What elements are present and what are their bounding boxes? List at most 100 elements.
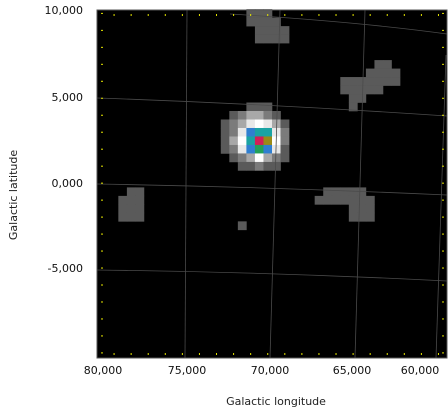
pixel-cell (254, 161, 264, 171)
source-small (237, 221, 247, 231)
pixel-cell (357, 212, 367, 222)
tick-mark (437, 353, 439, 355)
pixel-cell (254, 127, 264, 137)
pixel-cell (340, 195, 350, 205)
pixel-cell (254, 153, 264, 163)
pixel-cell (229, 119, 239, 129)
pixel-cell (348, 187, 358, 197)
grid-line-lon-75 (184, 9, 188, 359)
pixel-cell (374, 85, 384, 95)
tick-mark (101, 12, 103, 14)
source-left (118, 187, 145, 222)
pixel-cell (357, 204, 367, 214)
pixel-cells (118, 9, 401, 231)
tick-mark (101, 46, 103, 48)
tick-mark (164, 353, 166, 355)
tick-mark (216, 353, 218, 355)
y-tick-label: 0,000 (52, 177, 84, 190)
tick-mark (318, 14, 320, 16)
pixel-cell (237, 153, 247, 163)
tick-mark (198, 14, 200, 16)
tick-mark (101, 352, 103, 354)
pixel-cell (263, 119, 273, 129)
grid-line-lon-70 (269, 9, 281, 359)
pixel-cell (280, 153, 290, 163)
tick-mark (101, 250, 103, 252)
grid-line-lat-5 (96, 97, 448, 117)
plot-frame (96, 9, 448, 359)
pixel-cell (280, 119, 290, 129)
pixel-cell (237, 161, 247, 171)
pixel-cell (263, 153, 273, 163)
pixel-cell (357, 85, 367, 95)
tick-mark (318, 353, 320, 355)
tick-mark (284, 14, 286, 16)
x-tick-label: 80,000 (84, 364, 123, 377)
pixel-cell (365, 68, 375, 78)
tick-mark (101, 182, 103, 184)
pixel-cell (272, 26, 281, 35)
tick-mark (101, 284, 103, 286)
tick-mark (101, 63, 103, 65)
pixel-cell (246, 136, 256, 146)
pixel-cell (263, 161, 273, 171)
tick-mark (442, 352, 444, 354)
tick-mark (130, 14, 132, 16)
pixel-cell (272, 17, 281, 27)
pixel-cell (263, 111, 273, 120)
pixel-cell (348, 212, 358, 222)
pixel-cell (382, 68, 392, 78)
tick-mark (335, 353, 337, 355)
tick-mark (442, 131, 444, 133)
pixel-cell (391, 77, 401, 86)
tick-mark (352, 14, 354, 16)
pixel-cell (254, 111, 264, 120)
pixel-cell (254, 17, 264, 27)
tick-mark (442, 63, 444, 65)
pixel-cell (348, 102, 358, 112)
pixel-cell (365, 204, 375, 214)
tick-mark (164, 14, 166, 16)
pixel-cell (272, 161, 281, 171)
pixel-cell (374, 60, 384, 69)
pixel-cell (331, 195, 341, 205)
pixel-cell (246, 111, 256, 120)
tick-mark (267, 353, 269, 355)
pixel-cell (263, 9, 273, 18)
pixel-cell (280, 144, 290, 154)
grid-line-lat-0 (96, 183, 448, 196)
tick-mark (101, 29, 103, 31)
pixel-cell (246, 161, 256, 171)
pixel-cell (135, 187, 145, 197)
tick-mark (101, 318, 103, 320)
y-tick-label: -5,000 (48, 262, 83, 275)
pixel-cell (323, 195, 333, 205)
grid-line-lon-60 (435, 54, 447, 359)
pixel-cell (340, 187, 350, 197)
tick-mark (216, 14, 218, 16)
tick-mark (442, 216, 444, 218)
tick-mark (442, 233, 444, 235)
x-axis-title: Galactic longitude (226, 395, 326, 408)
pixel-cell (246, 9, 256, 18)
tick-mark (147, 14, 149, 16)
plot-area (97, 10, 447, 358)
pixel-cell (246, 102, 256, 112)
pixel-cell (254, 102, 264, 112)
pixel-cell (314, 195, 324, 205)
pixel-cell (237, 144, 247, 154)
tick-mark (101, 165, 103, 167)
tick-mark (301, 353, 303, 355)
pixel-cell (263, 17, 273, 27)
tick-mark (101, 114, 103, 116)
pixel-cell (272, 153, 281, 163)
pixel-cell (118, 204, 128, 214)
pixel-cell (382, 60, 392, 69)
tick-mark (442, 97, 444, 99)
pixel-cell (254, 9, 264, 18)
pixel-cell (126, 204, 136, 214)
tick-mark (181, 14, 183, 16)
pixel-cell (348, 77, 358, 86)
pixel-cell (246, 153, 256, 163)
tick-mark (369, 353, 371, 355)
